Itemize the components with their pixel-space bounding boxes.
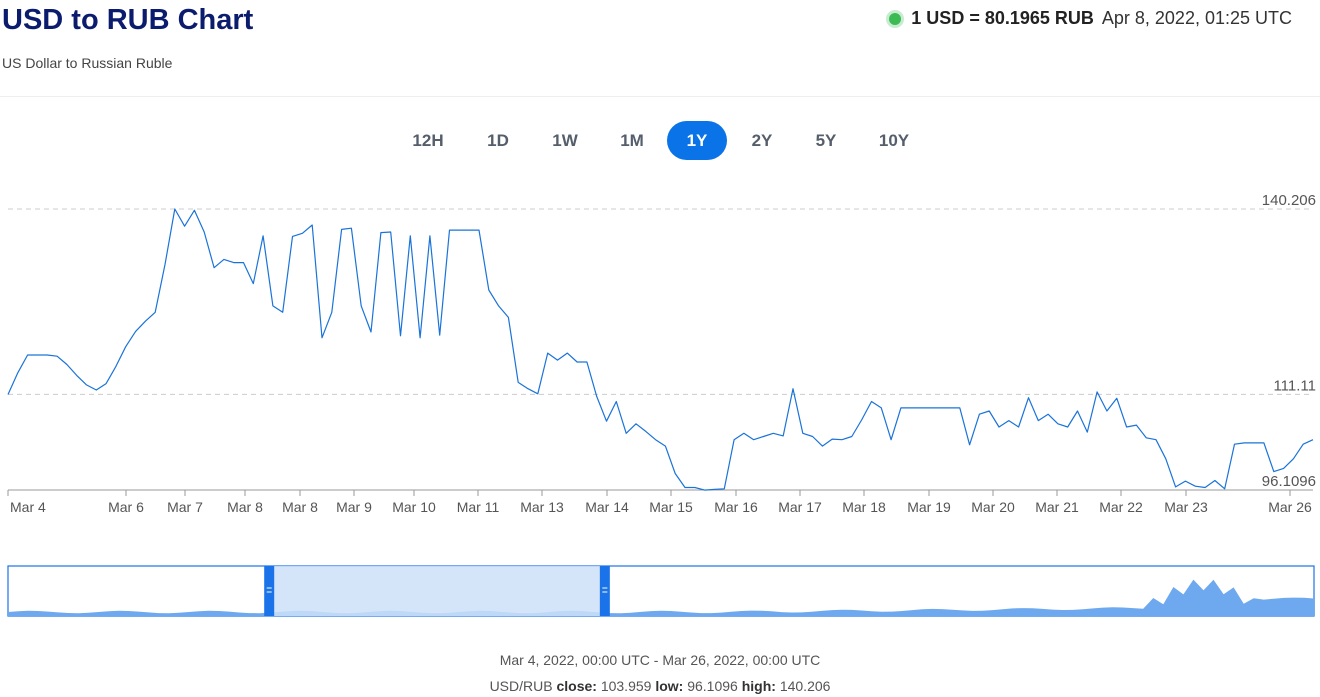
current-rate: 1 USD = 80.1965 RUB Apr 8, 2022, 01:25 U… — [889, 8, 1292, 29]
x-tick-label: Mar 18 — [842, 499, 886, 515]
x-tick-label: Mar 8 — [282, 499, 318, 515]
range-button-1w[interactable]: 1W — [535, 121, 595, 160]
rate-value: 1 USD = 80.1965 RUB — [911, 8, 1094, 28]
navigator-area — [8, 579, 1314, 616]
high-label: high: — [741, 678, 776, 694]
x-tick-label: Mar 21 — [1035, 499, 1079, 515]
x-tick-label: Mar 26 — [1268, 499, 1312, 515]
x-tick-label: Mar 11 — [457, 499, 500, 515]
range-button-12h[interactable]: 12H — [398, 121, 458, 160]
navigator-frame — [7, 565, 1315, 617]
close-label: close: — [556, 678, 597, 694]
x-tick-label: Mar 14 — [585, 499, 629, 515]
range-button-1d[interactable]: 1D — [468, 121, 528, 160]
page-title: USD to RUB Chart — [2, 4, 254, 36]
navigator[interactable] — [0, 563, 1320, 619]
range-button-1m[interactable]: 1M — [602, 121, 662, 160]
x-tick-label: Mar 15 — [649, 499, 693, 515]
y-tick-label: 96.1096 — [1262, 473, 1316, 490]
range-button-10y[interactable]: 10Y — [864, 121, 924, 160]
x-tick-label: Mar 17 — [778, 499, 822, 515]
range-button-5y[interactable]: 5Y — [796, 121, 856, 160]
x-tick-label: Mar 20 — [971, 499, 1015, 515]
x-tick-label: Mar 6 — [108, 499, 144, 515]
x-tick-label: Mar 8 — [227, 499, 263, 515]
rate-timestamp: Apr 8, 2022, 01:25 UTC — [1101, 8, 1292, 28]
stats-pair: USD/RUB — [489, 678, 553, 694]
high-value: 140.206 — [779, 678, 831, 694]
x-tick-label: Mar 22 — [1099, 499, 1143, 515]
y-tick-label: 111.11 — [1273, 377, 1316, 394]
period-range: Mar 4, 2022, 00:00 UTC - Mar 26, 2022, 0… — [499, 652, 821, 668]
x-tick-label: Mar 19 — [907, 499, 951, 515]
price-chart[interactable]: 140.206 111.11 96.1096 Mar 4 Mar 6 Mar 7 Mar 8… — [0, 185, 1320, 525]
x-tick-label: Mar 10 — [392, 499, 436, 515]
header-divider — [0, 96, 1320, 97]
range-selector: 12H 1D 1W 1M 1Y 2Y 5Y 10Y — [0, 121, 1320, 161]
range-button-1y[interactable]: 1Y — [667, 121, 727, 160]
range-button-2y[interactable]: 2Y — [732, 121, 792, 160]
page-subtitle: US Dollar to Russian Ruble — [2, 55, 173, 71]
x-tick-label: Mar 23 — [1164, 499, 1208, 515]
x-tick-label: Mar 9 — [336, 499, 372, 515]
live-status-dot-icon — [889, 12, 902, 25]
low-value: 96.1096 — [687, 678, 738, 694]
series-line — [7, 208, 1314, 491]
low-label: low: — [655, 678, 684, 694]
x-tick-label: Mar 13 — [520, 499, 564, 515]
x-tick-label: Mar 7 — [167, 499, 203, 515]
navigator-handle-right[interactable] — [599, 566, 610, 616]
stats-summary: USD/RUB close: 103.959 low: 96.1096 high… — [0, 678, 1320, 694]
close-value: 103.959 — [600, 678, 652, 694]
y-tick-label: 140.206 — [1262, 192, 1316, 209]
x-tick-label: Mar 4 — [10, 499, 46, 515]
x-tick-label: Mar 16 — [714, 499, 758, 515]
navigator-selection[interactable] — [269, 566, 605, 616]
navigator-handle-left[interactable] — [264, 566, 275, 616]
